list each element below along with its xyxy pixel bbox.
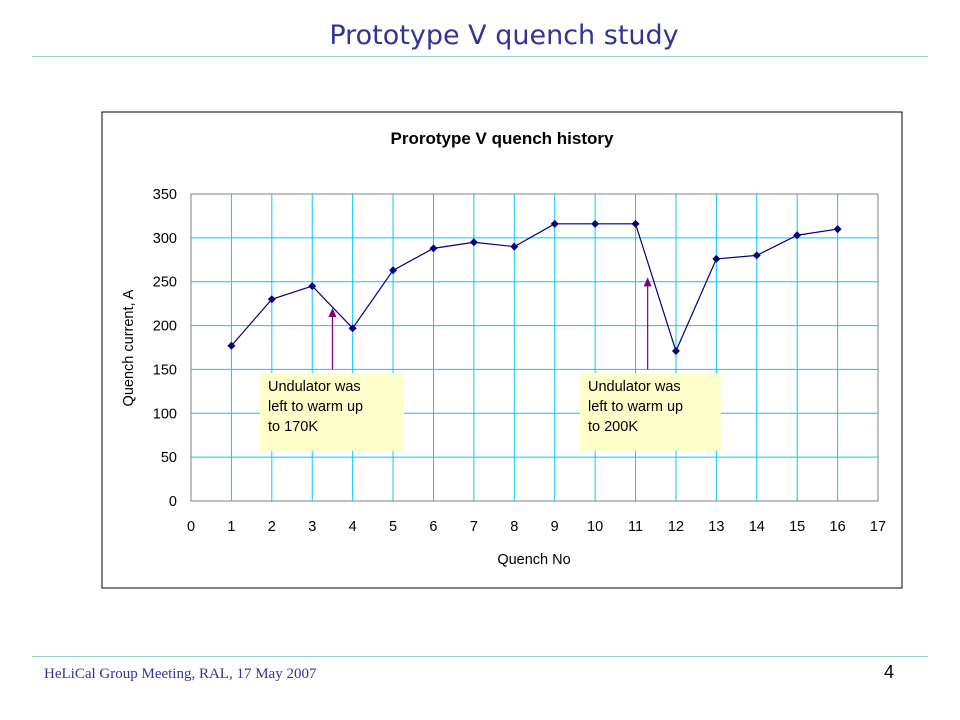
y-tick-label: 50	[161, 450, 177, 466]
data-point	[833, 225, 842, 234]
series	[227, 219, 842, 356]
x-tick-label: 6	[429, 519, 437, 535]
annotation-callout-200k: Undulator was left to warm up to 200K	[580, 373, 721, 451]
x-axis-label: Quench No	[497, 552, 570, 568]
data-point	[550, 219, 559, 228]
y-tick-label: 200	[153, 319, 177, 335]
x-tick-label: 1	[227, 519, 235, 535]
y-tick-label: 150	[153, 362, 177, 378]
footer-text: HeLiCal Group Meeting, RAL, 17 May 2007	[44, 666, 317, 682]
annotation-arrowhead	[643, 277, 652, 287]
chart-title: Prorotype V quench history	[391, 129, 614, 148]
x-tick-label: 13	[708, 519, 724, 535]
annotation-arrows	[328, 277, 652, 370]
x-tick-label: 4	[349, 519, 357, 535]
x-tick-label: 0	[187, 519, 195, 535]
x-tick-label: 7	[470, 519, 478, 535]
data-point	[712, 254, 721, 263]
x-tick-label: 3	[308, 519, 316, 535]
callout-line: Undulator was	[588, 379, 681, 395]
annotation-callout-170k: Undulator was left to warm up to 170K	[260, 373, 404, 451]
x-tick-label: 9	[551, 519, 559, 535]
x-tick-label: 10	[587, 519, 603, 535]
series-line	[230, 223, 838, 353]
data-point	[793, 231, 802, 240]
x-tick-label: 2	[268, 519, 276, 535]
plot-area	[190, 193, 879, 502]
y-tick-label: 250	[153, 275, 177, 291]
callout-line: left to warm up	[588, 399, 684, 415]
y-tick-label: 100	[153, 406, 177, 422]
data-point	[348, 324, 357, 333]
callout-line: to 200K	[588, 419, 638, 435]
x-tick-label: 14	[749, 519, 765, 535]
x-tick-label: 11	[628, 519, 643, 535]
callout-line: to 170K	[268, 419, 318, 435]
x-tick-label: 12	[668, 519, 684, 535]
callout-line: left to warm up	[268, 399, 364, 415]
callout-line: Undulator was	[268, 379, 361, 395]
data-point	[227, 341, 236, 350]
data-point	[591, 219, 600, 228]
annotation-arrowhead	[328, 308, 337, 318]
chart-frame	[101, 111, 903, 589]
data-point	[267, 295, 276, 304]
x-tick-label: 8	[510, 519, 518, 535]
x-tick-label: 15	[789, 519, 805, 535]
page-number: 4	[884, 662, 895, 682]
bottom-divider	[32, 656, 928, 657]
y-tick-label: 0	[169, 494, 177, 510]
y-tick-label: 350	[153, 187, 177, 203]
x-tick-label: 5	[389, 519, 397, 535]
data-point	[671, 347, 680, 356]
y-axis-label: Quench current, A	[121, 289, 137, 406]
y-tick-label: 300	[153, 231, 177, 247]
data-point	[389, 266, 398, 275]
x-tick-label: 16	[830, 519, 846, 535]
data-point	[429, 244, 438, 253]
x-tick-label: 17	[870, 519, 886, 535]
top-divider	[32, 56, 928, 57]
data-point	[469, 238, 478, 247]
data-point	[752, 251, 761, 260]
tick-labels: 0 1 2 3 4 5 6 7 8 9 10 11 12 13 14 15 16 1705010015020025…	[153, 187, 886, 535]
slide-title: Prototype V quench study	[329, 20, 679, 51]
data-point	[631, 219, 640, 228]
data-point	[308, 282, 317, 291]
data-point	[510, 242, 519, 251]
